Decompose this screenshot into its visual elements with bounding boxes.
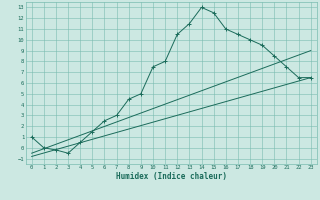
- X-axis label: Humidex (Indice chaleur): Humidex (Indice chaleur): [116, 172, 227, 181]
